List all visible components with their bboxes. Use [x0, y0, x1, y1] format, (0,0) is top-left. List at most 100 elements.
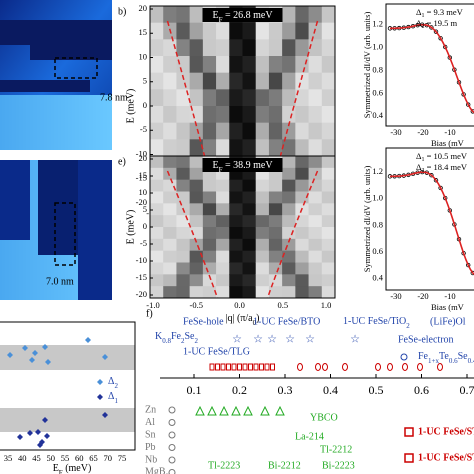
heat-cell [308, 262, 323, 275]
y-tick-label: 0.4 [372, 110, 383, 120]
heat-cell [189, 22, 204, 40]
heat-cell [308, 167, 323, 181]
cuprate-label: Bi-2212 [268, 460, 301, 471]
heat-cell [295, 106, 310, 124]
y-tick-label: -10 [136, 148, 147, 158]
marker [168, 456, 176, 464]
heat-cell [176, 215, 191, 228]
heat-cell [202, 106, 217, 124]
heat-cell [255, 227, 270, 240]
y-tick-label: 1.2 [372, 19, 383, 29]
triangle-marker [195, 405, 205, 416]
heat-cell [202, 203, 217, 216]
text-part: Fe [418, 351, 429, 362]
heat-cell [308, 156, 323, 169]
heat-cell [189, 89, 204, 107]
data-point [45, 359, 51, 365]
material-label: K0.8Fe2Se2 [155, 331, 198, 344]
dispersion-fit [166, 170, 219, 299]
heat-cell [229, 22, 243, 40]
heat-cell [321, 106, 336, 124]
heat-cell [255, 22, 270, 40]
marker [209, 363, 215, 371]
heat-cell [202, 227, 217, 240]
x-tick-label: 45 [32, 453, 41, 463]
marker [253, 363, 259, 371]
text-part: Δ [416, 18, 422, 28]
heat-cell [308, 274, 323, 287]
triangle-marker [243, 405, 253, 416]
text-part: = 26.8 meV [222, 10, 273, 21]
axis-label: Symmetrized dI/dV (arb. units) [362, 166, 372, 273]
heat-cell [308, 286, 323, 299]
x-tick-label: 65 [89, 453, 98, 463]
star-marker: ☆ [350, 334, 360, 346]
heat-cell [150, 167, 164, 181]
heat-cell [321, 89, 336, 107]
heat-cell [255, 191, 270, 204]
heat-cell [295, 139, 310, 157]
heat-cell [295, 191, 310, 204]
heat-cell [255, 286, 270, 299]
element-label: Zn [145, 404, 156, 415]
heat-cell [216, 238, 230, 252]
heat-cell [308, 39, 323, 57]
heat-cell [268, 215, 283, 228]
heat-cell [242, 72, 257, 90]
y-tick-label: 20 [139, 3, 148, 13]
stm-image-a [0, 0, 112, 150]
heat-cell [282, 203, 296, 216]
heat-cell [202, 250, 217, 263]
text-part: = 18.4 meV [424, 162, 467, 172]
heat-cell [295, 156, 310, 169]
heat-cell [150, 156, 164, 169]
heat-cell [282, 179, 296, 192]
heat-cell [242, 89, 257, 107]
heat-cell [229, 250, 243, 263]
heat-cell [202, 56, 217, 74]
subscript: 0.8 [162, 337, 171, 345]
heat-cell [229, 286, 243, 299]
heat-cell [216, 250, 230, 263]
heat-cell [308, 191, 323, 204]
heat-cell [242, 227, 257, 240]
panel-title: EF = 26.8 meV [212, 10, 273, 23]
heat-cell [229, 215, 243, 228]
heat-cell [150, 72, 164, 90]
panel-title: EF = 38.9 meV [212, 160, 273, 173]
heat-cell [176, 250, 191, 263]
heat-cell [189, 203, 204, 216]
heat-cell [150, 6, 164, 24]
heat-cell [255, 106, 270, 124]
y-tick-label: 0.8 [372, 64, 383, 74]
heat-cell [242, 215, 257, 228]
y-tick-label: 0.6 [372, 246, 383, 256]
heat-cell [163, 274, 177, 287]
heat-cell [216, 139, 230, 157]
heat-cell [255, 274, 270, 287]
heat-cell [229, 122, 243, 140]
heat-cell [216, 106, 230, 124]
heat-cell [216, 122, 230, 140]
y-tick-label: -5 [140, 124, 147, 134]
heat-cell [202, 274, 217, 287]
axis-label: Bias (mV [431, 138, 465, 148]
heat-cell [163, 72, 177, 90]
y-tick-label: -10 [136, 255, 147, 265]
marker [342, 363, 348, 371]
heat-cell [308, 89, 323, 107]
heat-cell [176, 286, 191, 299]
panel-label: f) [146, 308, 153, 319]
heat-cell [282, 250, 296, 263]
subscript: F [219, 166, 223, 174]
axis-label: E (meV) [125, 210, 136, 245]
y-tick-label: 15 [139, 170, 148, 180]
material-label: 1-UC FeSe/BTO [253, 316, 320, 327]
heat-cell [163, 106, 177, 124]
marker [231, 363, 237, 371]
heat-cell [295, 179, 310, 192]
heat-cell [163, 191, 177, 204]
material-label: (LiFe)Ol [430, 316, 466, 327]
marker [248, 363, 253, 371]
heat-cell [229, 106, 243, 124]
